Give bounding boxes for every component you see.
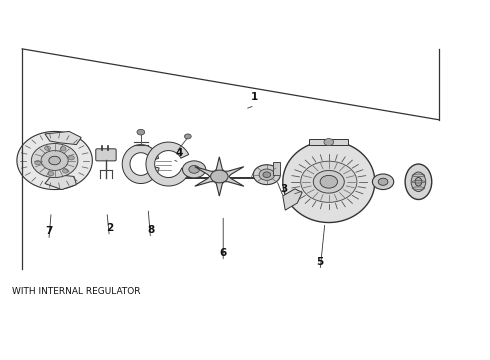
Text: 6: 6 [220, 248, 227, 258]
Circle shape [260, 176, 267, 181]
Polygon shape [195, 157, 244, 196]
Circle shape [378, 178, 388, 185]
Text: 2: 2 [106, 223, 113, 233]
Circle shape [256, 173, 270, 183]
Circle shape [69, 156, 74, 160]
Circle shape [189, 166, 199, 173]
Circle shape [313, 170, 344, 193]
Circle shape [48, 172, 54, 176]
Polygon shape [273, 162, 280, 175]
Circle shape [182, 161, 206, 178]
Circle shape [41, 150, 68, 170]
Circle shape [211, 170, 228, 183]
Circle shape [253, 165, 280, 185]
Circle shape [45, 146, 50, 150]
Circle shape [63, 169, 69, 173]
Text: 8: 8 [147, 225, 154, 235]
Polygon shape [146, 142, 190, 186]
Circle shape [60, 147, 66, 151]
Circle shape [259, 169, 274, 180]
Ellipse shape [405, 164, 432, 199]
Text: 7: 7 [45, 226, 52, 237]
Text: 5: 5 [317, 257, 324, 266]
FancyBboxPatch shape [96, 149, 116, 161]
Polygon shape [45, 131, 81, 145]
Circle shape [137, 129, 145, 135]
Circle shape [31, 144, 78, 177]
Circle shape [49, 156, 60, 165]
Text: 1: 1 [251, 92, 258, 102]
Text: 3: 3 [280, 184, 287, 194]
Polygon shape [283, 189, 302, 210]
Polygon shape [17, 131, 92, 190]
Circle shape [184, 134, 191, 139]
Circle shape [324, 139, 334, 145]
Ellipse shape [411, 172, 426, 192]
Polygon shape [309, 139, 348, 145]
Circle shape [301, 161, 357, 202]
Circle shape [320, 175, 338, 188]
Polygon shape [45, 175, 76, 190]
Text: WITH INTERNAL REGULATOR: WITH INTERNAL REGULATOR [12, 287, 141, 296]
Circle shape [35, 161, 41, 165]
Text: 4: 4 [176, 148, 183, 158]
Circle shape [372, 174, 394, 190]
Circle shape [263, 172, 270, 177]
Polygon shape [283, 141, 375, 222]
Ellipse shape [415, 177, 422, 186]
Polygon shape [122, 145, 159, 184]
